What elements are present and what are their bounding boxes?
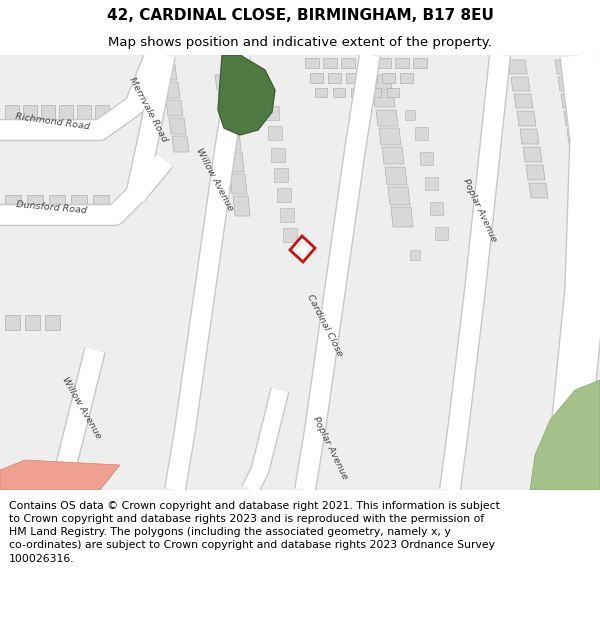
Polygon shape [280,208,294,222]
Polygon shape [351,88,363,97]
Text: Map shows position and indicative extent of the property.: Map shows position and indicative extent… [108,36,492,49]
Polygon shape [224,132,241,150]
Polygon shape [305,58,319,68]
Polygon shape [391,207,413,227]
Polygon shape [218,55,275,135]
Polygon shape [333,88,345,97]
Polygon shape [169,118,186,134]
Polygon shape [520,129,539,144]
Polygon shape [430,202,443,215]
Polygon shape [93,195,109,208]
Polygon shape [315,88,327,97]
Polygon shape [163,82,180,98]
Polygon shape [530,380,600,490]
Polygon shape [71,195,87,208]
Polygon shape [221,112,238,130]
Polygon shape [233,196,250,216]
Polygon shape [0,460,120,490]
Polygon shape [415,127,428,140]
Text: Contains OS data © Crown copyright and database right 2021. This information is : Contains OS data © Crown copyright and d… [9,501,500,564]
Polygon shape [529,183,548,198]
Polygon shape [382,147,404,164]
Text: Cardinal Close: Cardinal Close [305,292,344,357]
Polygon shape [567,129,584,144]
Polygon shape [290,236,315,262]
Polygon shape [5,315,20,330]
Polygon shape [268,126,282,140]
Polygon shape [435,227,448,240]
Polygon shape [405,110,415,120]
Polygon shape [27,195,43,208]
Polygon shape [373,92,395,107]
Polygon shape [230,174,247,194]
Polygon shape [523,147,542,162]
Polygon shape [385,167,407,185]
Text: Willow Avenue: Willow Avenue [61,376,103,441]
Polygon shape [410,250,420,260]
Polygon shape [215,75,232,90]
Polygon shape [77,105,91,120]
Polygon shape [227,152,244,172]
Polygon shape [413,58,427,68]
Polygon shape [369,88,381,97]
Polygon shape [41,105,55,120]
Polygon shape [295,242,310,257]
Polygon shape [364,73,377,83]
Polygon shape [341,58,355,68]
Polygon shape [558,77,575,91]
Polygon shape [517,111,536,126]
Text: Richmond Road: Richmond Road [14,112,90,132]
Polygon shape [25,315,40,330]
Polygon shape [420,152,433,165]
Polygon shape [271,148,285,162]
Polygon shape [0,55,600,490]
Polygon shape [274,168,288,182]
Polygon shape [172,136,189,152]
Polygon shape [388,187,410,205]
Text: Merrivale Road: Merrivale Road [127,76,169,144]
Text: Willow Avenue: Willow Avenue [194,147,235,213]
Polygon shape [59,105,73,120]
Polygon shape [376,110,398,126]
Text: Dunsford Road: Dunsford Road [16,201,88,216]
Polygon shape [328,73,341,83]
Text: Poplar Avenue: Poplar Avenue [311,415,349,481]
Polygon shape [265,106,279,120]
Polygon shape [561,94,578,108]
Polygon shape [564,111,581,126]
Polygon shape [160,65,177,80]
Polygon shape [359,58,373,68]
Polygon shape [387,88,399,97]
Polygon shape [23,105,37,120]
Polygon shape [166,100,183,116]
Polygon shape [382,73,395,83]
Polygon shape [370,75,392,90]
Text: 42, CARDINAL CLOSE, BIRMINGHAM, B17 8EU: 42, CARDINAL CLOSE, BIRMINGHAM, B17 8EU [107,8,493,23]
Polygon shape [379,128,401,145]
Polygon shape [555,60,572,74]
Polygon shape [49,195,65,208]
Polygon shape [514,94,533,108]
Polygon shape [526,165,545,180]
Polygon shape [511,77,530,91]
Polygon shape [425,177,438,190]
Polygon shape [283,228,297,242]
Polygon shape [45,315,60,330]
Polygon shape [377,58,391,68]
Polygon shape [277,188,291,202]
Polygon shape [95,105,109,120]
Polygon shape [508,60,527,74]
Polygon shape [346,73,359,83]
Polygon shape [323,58,337,68]
Text: Poplar Avenue: Poplar Avenue [461,177,499,243]
Polygon shape [5,195,21,208]
Polygon shape [310,73,323,83]
Polygon shape [5,105,19,120]
Polygon shape [218,93,235,110]
Polygon shape [395,58,409,68]
Polygon shape [400,73,413,83]
